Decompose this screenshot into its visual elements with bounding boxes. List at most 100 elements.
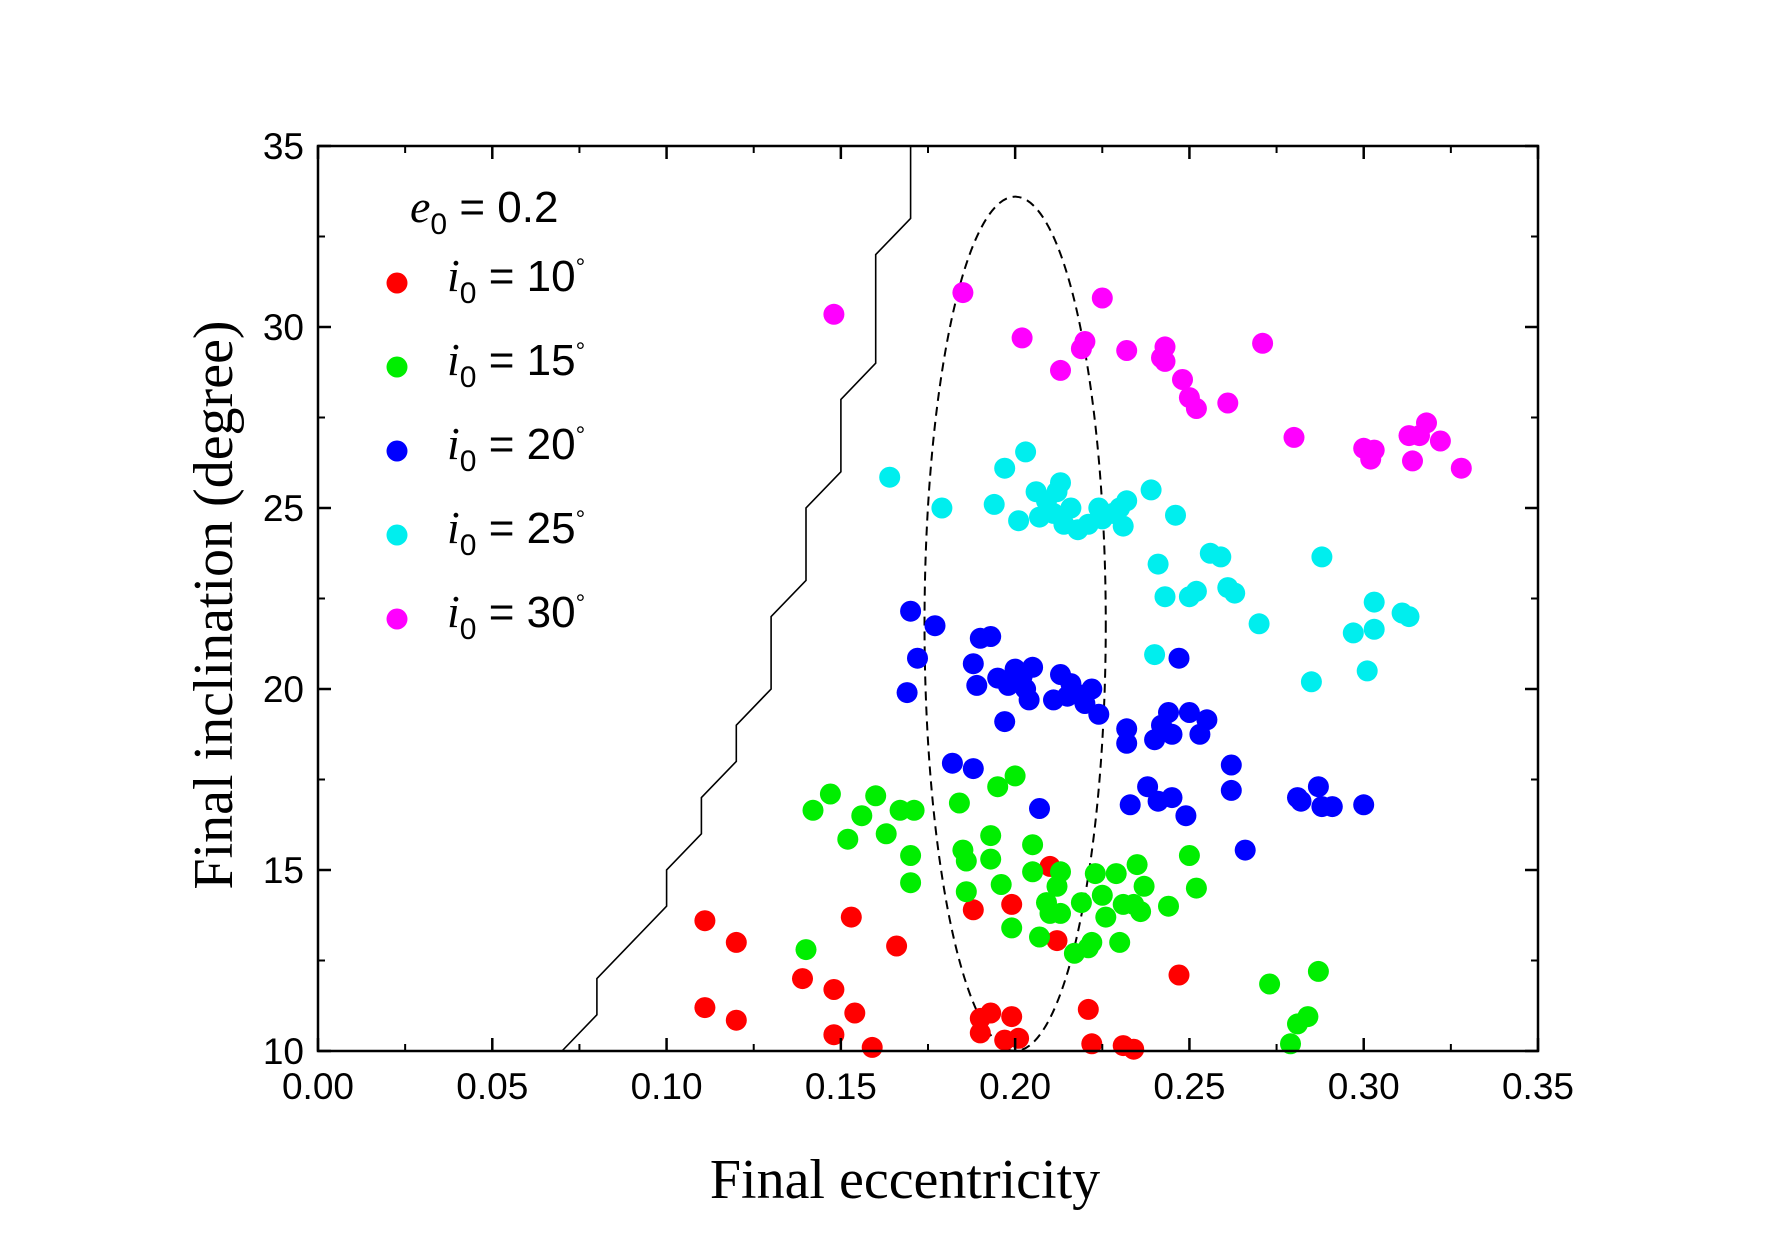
data-point [1109,931,1131,953]
data-point [948,792,970,814]
data-point [1297,1006,1319,1028]
data-point [980,1002,1002,1024]
legend-marker [386,272,408,294]
data-point [1220,779,1242,801]
y-tick-labels: 10 15 20 25 30 35 [263,126,304,1072]
data-point [1307,776,1329,798]
data-point [1015,441,1037,463]
data-point [1091,884,1113,906]
data-point [844,1002,866,1024]
data-point [966,674,988,696]
series-0-points [694,855,1190,1060]
legend-label: i0 = 15° [447,334,585,394]
data-point [1300,671,1322,693]
data-point [931,497,953,519]
data-point [1210,546,1232,568]
y-tick-label: 15 [263,850,304,891]
series-3-points [879,441,1420,693]
legend-marker [386,608,408,630]
data-point [879,466,901,488]
data-point [1140,479,1162,501]
data-point [1029,926,1050,948]
data-point [1091,287,1113,309]
data-point [1130,901,1152,923]
data-point [1050,861,1071,883]
data-point [823,1024,845,1046]
data-point [1126,854,1148,876]
data-point [1133,875,1155,897]
data-point [1116,718,1138,740]
data-point [1154,350,1176,372]
data-point [1165,504,1186,526]
data-point [1116,490,1138,512]
y-tick-label: 10 [263,1031,304,1072]
data-point [1008,1027,1030,1049]
series-2-points [896,600,1375,861]
x-axis-title: Final eccentricity [710,1149,1100,1211]
plot-area [561,146,1472,1060]
data-point [1280,1033,1301,1055]
data-point [980,825,1002,847]
plot-frame [316,144,1540,1053]
legend-marker [386,440,408,462]
data-point [903,799,925,821]
data-point [1363,591,1385,613]
data-point [1178,845,1200,866]
data-point [1088,703,1110,725]
data-point [1008,510,1030,532]
data-point [1116,732,1138,754]
data-point [1220,754,1242,776]
series-4-points [823,282,1472,479]
data-point [1081,1033,1103,1055]
x-tick-label: 0.20 [979,1066,1051,1107]
data-point [980,848,1002,870]
data-point [1158,895,1179,917]
data-point [1172,369,1193,390]
y-tick-label: 20 [263,669,304,710]
data-point [1004,765,1026,787]
data-point [1050,472,1071,494]
legend: e0 = 0.2 i0 = 10° i0 = 15° i0 = 20° i0 = 25… [386,181,585,646]
data-point [1001,1006,1023,1028]
data-point [694,997,716,1019]
x-tick-label: 0.00 [282,1066,354,1107]
data-point [1001,917,1023,939]
data-point [1363,618,1385,640]
data-point [1105,863,1127,885]
data-point [983,493,1005,515]
data-point [900,845,922,866]
data-point [1398,606,1420,628]
legend-label: i0 = 10° [447,250,585,310]
data-point [1168,647,1190,669]
data-point [1450,457,1472,479]
data-point [980,626,1002,647]
data-point [1185,398,1207,419]
x-tick-label: 0.35 [1502,1066,1574,1107]
data-point [875,823,897,845]
data-point [1178,702,1200,723]
data-point [962,758,984,780]
data-point [1356,660,1378,682]
data-point [1112,515,1134,537]
data-point [886,935,908,957]
data-point [1259,973,1281,995]
data-point [837,828,859,850]
data-point [1095,906,1117,928]
legend-marker [386,524,408,546]
data-point [819,783,841,805]
data-point [1363,439,1385,461]
data-point [823,303,845,325]
data-point [1074,331,1096,352]
data-point [1161,723,1183,745]
data-point [1161,787,1183,809]
data-point [1342,622,1364,644]
data-point [955,881,977,903]
data-point [1050,359,1071,381]
data-point [1029,798,1050,819]
x-tick-label: 0.30 [1328,1066,1400,1107]
data-point [1234,839,1256,861]
data-point [1022,834,1044,856]
data-point [1060,497,1082,519]
data-point [994,711,1016,733]
data-point [1429,430,1451,452]
